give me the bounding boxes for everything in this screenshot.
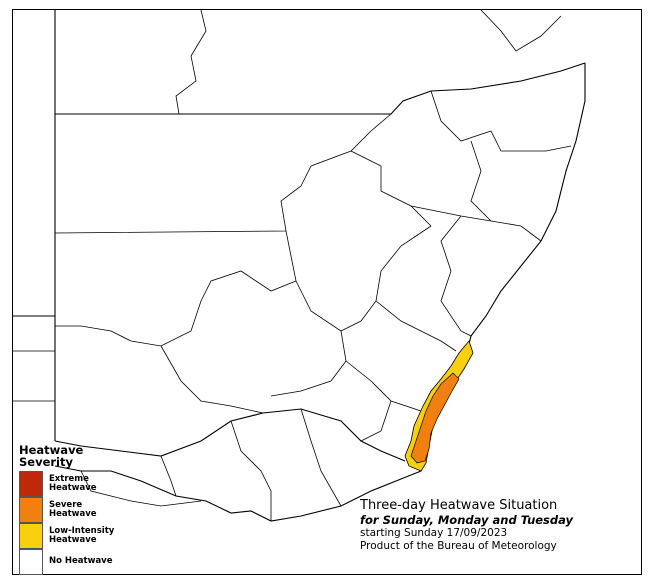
legend-item-extreme: Extreme Heatwave (19, 471, 139, 497)
legend-label-low-intensity: Low-Intensity Heatwave (49, 526, 115, 545)
caption-title: Three-day Heatwave Situation (360, 498, 558, 513)
legend-rows: Extreme Heatwave Severe Heatwave Low-Int… (19, 471, 139, 575)
legend-item-severe: Severe Heatwave (19, 497, 139, 523)
legend-label-no-heatwave: No Heatwave (49, 556, 113, 566)
legend-swatch-low-intensity (19, 523, 43, 549)
district-boundaries (13, 10, 572, 521)
map-frame (12, 9, 642, 575)
severe-area (410, 372, 460, 464)
caption-start-date: starting Sunday 17/09/2023 (360, 527, 508, 539)
heatwave-areas (404, 340, 474, 472)
heatwave-map (13, 10, 586, 522)
qld-nsw-border (55, 62, 586, 115)
caption-credit: Product of the Bureau of Meteorology (360, 540, 557, 552)
legend-label-extreme: Extreme Heatwave (49, 474, 97, 493)
legend-swatch-no-heatwave (19, 549, 43, 575)
legend-item-no-heatwave: No Heatwave (19, 549, 139, 575)
legend-swatch-severe (19, 497, 43, 523)
legend: Heatwave Severity Extreme Heatwave Sever… (19, 444, 139, 575)
legend-item-low-intensity: Low-Intensity Heatwave (19, 523, 139, 549)
legend-swatch-extreme (19, 471, 43, 497)
vic-nsw-border (54, 408, 406, 462)
legend-title: Heatwave Severity (19, 443, 84, 469)
legend-label-severe: Severe Heatwave (49, 500, 97, 519)
caption-subtitle: for Sunday, Monday and Tuesday (360, 513, 574, 527)
map-caption: Three-day Heatwave Situation for Sunday,… (360, 498, 640, 553)
